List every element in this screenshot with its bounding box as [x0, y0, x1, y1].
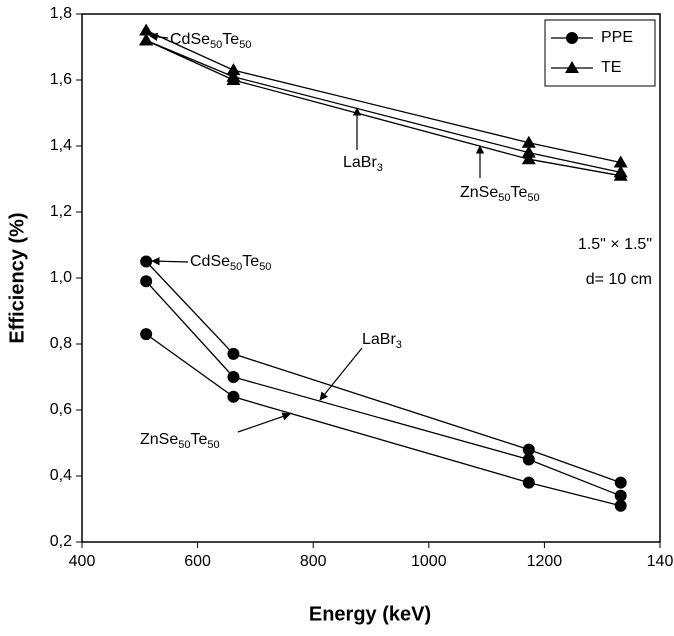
marker — [566, 32, 578, 44]
note: d= 10 cm — [586, 271, 652, 288]
x-tick-label: 600 — [184, 553, 211, 570]
y-tick-label: 1,2 — [50, 203, 72, 220]
plot-frame — [81, 13, 661, 543]
annotation-text: LaBr — [343, 154, 377, 171]
legend-label: PPE — [601, 29, 633, 46]
annotation-text: ZnSe — [460, 184, 498, 201]
annotation-text: ZnSe — [140, 431, 178, 448]
marker — [226, 63, 241, 76]
marker — [521, 145, 536, 158]
annotation-subscript: 50 — [259, 261, 271, 273]
marker — [139, 23, 154, 36]
y-tick-label: 1,0 — [50, 269, 72, 286]
legend-box — [544, 19, 656, 87]
annotation-subscript: 50 — [239, 39, 251, 51]
annotation-arrow — [237, 412, 291, 433]
y-tick-label: 0,2 — [50, 533, 72, 550]
annotation-text: Te — [191, 431, 208, 448]
x-tick-label: 140 — [647, 553, 674, 570]
marker — [140, 255, 153, 268]
marker — [522, 476, 535, 489]
y-tick-label: 1,6 — [50, 71, 72, 88]
annotation-subscript: 3 — [377, 162, 383, 174]
annotation-text: Te — [242, 253, 259, 270]
annotation-text: CdSe — [190, 253, 230, 270]
annotation: LaBr3 — [343, 154, 383, 174]
marker — [140, 275, 153, 288]
marker — [522, 443, 535, 456]
marker — [613, 155, 628, 168]
series-line — [145, 280, 621, 497]
y-tick-label: 0,8 — [50, 335, 72, 352]
series-line — [145, 261, 621, 484]
annotation-arrow — [149, 32, 169, 42]
marker — [522, 453, 535, 466]
annotation-text: Te — [222, 31, 239, 48]
annotation-subscript: 50 — [178, 439, 190, 451]
series-line — [145, 333, 621, 507]
annotation: ZnSe50Te50 — [460, 184, 540, 204]
marker — [227, 390, 240, 403]
annotation: CdSe50Te50 — [190, 253, 271, 273]
marker — [226, 73, 241, 85]
annotation-text: CdSe — [170, 31, 210, 48]
marker — [140, 328, 153, 341]
y-tick-label: 1,4 — [50, 137, 72, 154]
y-tick-label: 0,6 — [50, 401, 72, 418]
marker — [521, 152, 536, 165]
annotation-subscript: 50 — [210, 39, 222, 51]
annotation-text: Te — [511, 184, 528, 201]
annotation-subscript: 50 — [230, 261, 242, 273]
annotation-text: LaBr — [362, 331, 396, 348]
marker — [227, 347, 240, 360]
x-axis-label: Energy (keV) — [309, 603, 431, 625]
annotation: ZnSe50Te50 — [140, 431, 220, 451]
y-tick-label: 1,8 — [50, 5, 72, 22]
annotation-subscript: 50 — [527, 192, 539, 204]
legend-label: TE — [601, 59, 621, 76]
y-tick-label: 0,4 — [50, 467, 72, 484]
marker — [521, 135, 536, 148]
marker — [614, 499, 627, 512]
x-tick-label: 1000 — [411, 553, 447, 570]
marker — [614, 476, 627, 489]
x-tick-label: 400 — [69, 553, 96, 570]
marker — [227, 371, 240, 383]
x-tick-label: 800 — [300, 553, 327, 570]
series-line — [145, 39, 621, 174]
note: 1.5" × 1.5" — [578, 236, 652, 253]
series-line — [145, 29, 621, 164]
annotation-subscript: 50 — [207, 439, 219, 451]
annotation-arrow — [151, 257, 189, 266]
series-line — [145, 39, 621, 177]
annotation: CdSe50Te50 — [170, 31, 251, 51]
annotation-arrow — [319, 347, 363, 401]
marker — [139, 33, 154, 46]
y-axis-label: Efficiency (%) — [6, 212, 28, 343]
marker — [613, 168, 628, 181]
marker — [565, 61, 579, 73]
annotation-subscript: 3 — [396, 339, 402, 351]
x-tick-label: 1200 — [527, 553, 563, 570]
marker — [614, 489, 627, 502]
annotation-subscript: 50 — [498, 192, 510, 204]
annotation: LaBr3 — [362, 331, 402, 351]
